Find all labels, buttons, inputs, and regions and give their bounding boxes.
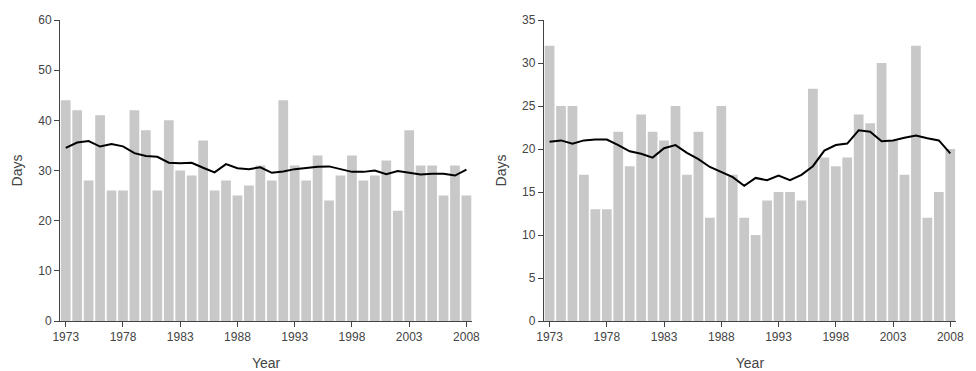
svg-text:Days: Days (9, 155, 25, 187)
svg-text:0: 0 (45, 314, 52, 328)
svg-text:1978: 1978 (110, 330, 137, 344)
svg-text:1983: 1983 (167, 330, 194, 344)
svg-text:25: 25 (522, 99, 536, 113)
svg-text:1998: 1998 (822, 330, 849, 344)
svg-text:1998: 1998 (339, 330, 366, 344)
svg-text:1993: 1993 (765, 330, 792, 344)
svg-text:40: 40 (38, 114, 52, 128)
svg-text:1983: 1983 (651, 330, 678, 344)
svg-text:2008: 2008 (937, 330, 964, 344)
svg-text:1973: 1973 (52, 330, 79, 344)
svg-text:10: 10 (38, 264, 52, 278)
svg-text:30: 30 (522, 56, 536, 70)
svg-text:5: 5 (529, 271, 536, 285)
svg-text:Days: Days (493, 155, 509, 187)
svg-text:2003: 2003 (880, 330, 907, 344)
svg-text:30: 30 (38, 164, 52, 178)
svg-text:Year: Year (736, 355, 765, 371)
svg-text:15: 15 (522, 185, 536, 199)
svg-text:2008: 2008 (453, 330, 480, 344)
svg-text:1993: 1993 (281, 330, 308, 344)
svg-text:1978: 1978 (593, 330, 620, 344)
svg-text:1988: 1988 (224, 330, 251, 344)
svg-text:10: 10 (522, 228, 536, 242)
svg-text:20: 20 (522, 142, 536, 156)
svg-text:50: 50 (38, 63, 52, 77)
svg-text:1973: 1973 (536, 330, 563, 344)
svg-text:35: 35 (522, 13, 536, 27)
svg-text:0: 0 (529, 314, 536, 328)
svg-text:60: 60 (38, 13, 52, 27)
svg-text:1988: 1988 (708, 330, 735, 344)
svg-text:Year: Year (252, 355, 281, 371)
svg-text:2003: 2003 (396, 330, 423, 344)
svg-text:20: 20 (38, 214, 52, 228)
